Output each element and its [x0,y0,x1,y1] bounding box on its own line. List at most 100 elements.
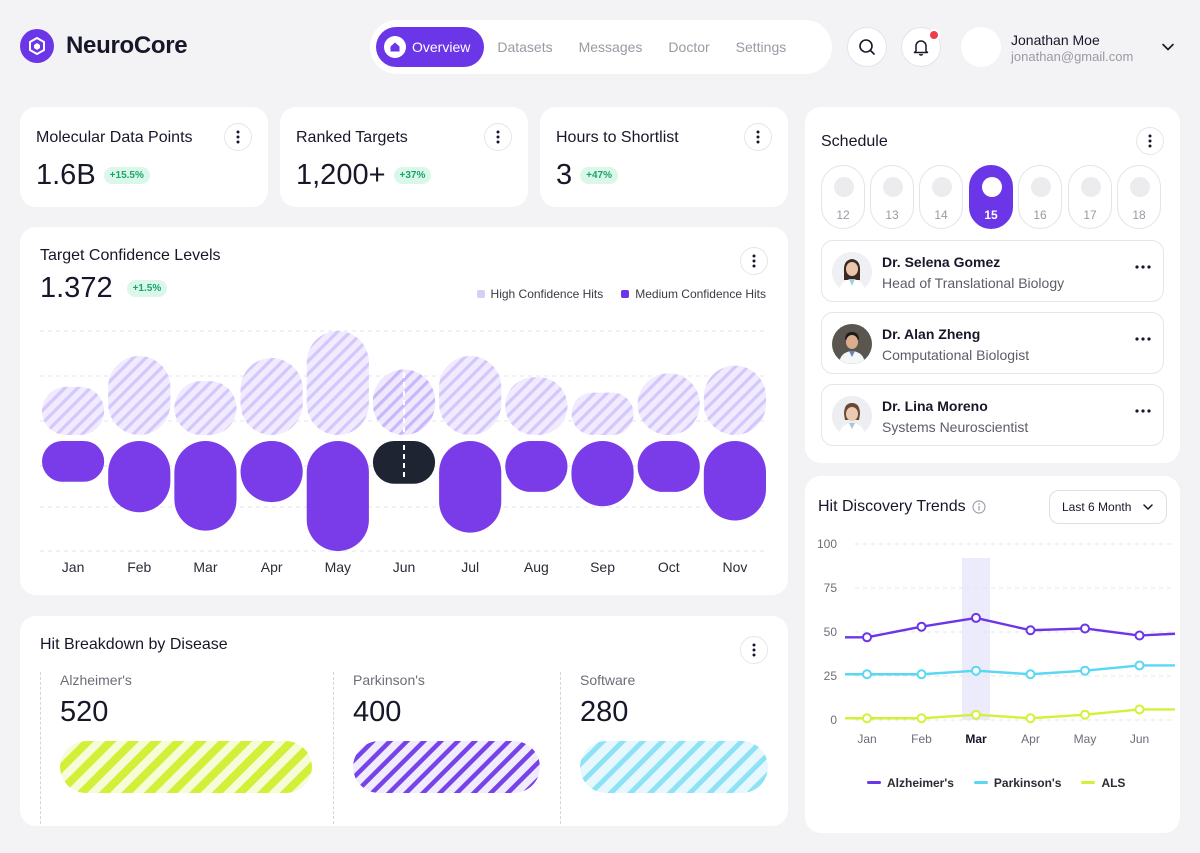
bar-medium-sep[interactable] [571,441,634,507]
more-horizontal-icon[interactable] [1135,265,1151,269]
data-point[interactable] [1025,713,1036,724]
chevron-down-icon[interactable] [1161,40,1175,54]
more-button[interactable] [740,247,768,275]
legend-item-parkinsons[interactable]: Parkinson's [973,776,1061,790]
bar-medium-jul[interactable] [439,441,502,533]
more-button[interactable] [224,123,252,151]
home-icon [384,36,406,58]
x-tick-label: Apr [261,559,283,575]
doctor-row[interactable]: Dr. Lina Moreno Systems Neuroscientist [821,384,1164,446]
data-point[interactable] [1025,669,1036,680]
bar-high-aug[interactable] [505,377,568,435]
data-point[interactable] [971,709,981,720]
stat-card-targets: Ranked Targets 1,200+ +37% [280,107,528,207]
bar-medium-may[interactable] [306,441,369,551]
breakdown-label: Alzheimer's [60,672,132,688]
day-16[interactable]: 16 [1018,165,1062,229]
bar-medium-apr[interactable] [240,441,303,503]
search-button[interactable] [847,27,887,67]
legend-item-alzheimers[interactable]: Alzheimer's [867,776,954,790]
breakdown-bar [353,741,540,793]
data-point[interactable] [916,621,927,632]
brand-logo[interactable]: NeuroCore [20,29,188,63]
data-point[interactable] [862,713,872,724]
bar-high-oct[interactable] [637,373,700,435]
data-point[interactable] [862,632,872,643]
doctor-role: Computational Biologist [882,347,1030,363]
bar-medium-aug[interactable] [505,441,568,492]
breakdown-label: Parkinson's [353,672,425,688]
breakdown-item-alzheimers[interactable]: Alzheimer's 520 [60,672,312,822]
breakdown-bar [60,741,312,793]
data-point[interactable] [1134,630,1145,641]
bar-medium-nov[interactable] [703,441,766,521]
bar-high-may[interactable] [306,331,369,435]
day-17[interactable]: 17 [1068,165,1112,229]
more-button[interactable] [740,636,768,664]
data-point[interactable] [1134,704,1145,715]
bar-high-apr[interactable] [240,357,303,435]
user-avatar[interactable] [961,27,1001,67]
data-point[interactable] [971,665,981,676]
more-horizontal-icon[interactable] [1135,409,1151,413]
bar-medium-mar[interactable] [174,441,237,531]
legend-item-high[interactable]: High Confidence Hits [476,287,603,301]
doctor-row[interactable]: Dr. Selena Gomez Head of Translational B… [821,240,1164,302]
chevron-down-icon [1143,504,1153,510]
more-horizontal-icon[interactable] [1135,337,1151,341]
day-14[interactable]: 14 [919,165,963,229]
divider [560,672,561,824]
nav-datasets[interactable]: Datasets [497,39,553,55]
bar-medium-oct[interactable] [637,441,700,492]
nav-overview[interactable]: Overview [376,27,485,67]
day-15[interactable]: 15 [969,165,1013,229]
breakdown-item-parkinsons[interactable]: Parkinson's 400 [353,672,540,822]
more-button[interactable] [1136,127,1164,155]
bar-high-jul[interactable] [439,356,502,435]
data-point[interactable] [1134,660,1145,671]
bar-medium-jan[interactable] [42,441,105,482]
info-icon[interactable] [971,500,986,514]
day-12[interactable]: 12 [821,165,865,229]
stat-value-row: 1.6B +15.5% [36,159,150,192]
day-13[interactable]: 13 [870,165,914,229]
bar-medium-jun[interactable] [372,441,436,484]
data-point[interactable] [1080,623,1090,634]
doctor-row[interactable]: Dr. Alan Zheng Computational Biologist [821,312,1164,374]
bar-high-feb[interactable] [108,356,171,435]
x-tick-label: Apr [1021,732,1040,746]
bell-icon [913,40,929,56]
more-button[interactable] [484,123,512,151]
period-select[interactable]: Last 6 Month [1049,490,1167,524]
legend-item-als[interactable]: ALS [1081,776,1125,790]
legend-item-medium[interactable]: Medium Confidence Hits [621,287,766,301]
trend-legend: Alzheimer's Parkinson's ALS [867,776,1125,790]
data-point[interactable] [916,669,927,680]
confidence-card: Target Confidence Levels 1.372 +1.5% Hig… [20,227,788,595]
card-title: Schedule [821,133,888,150]
data-point[interactable] [1025,625,1036,636]
series-line [845,708,1175,720]
bar-high-nov[interactable] [703,365,766,435]
notifications-button[interactable] [901,27,941,67]
x-tick-label: Nov [722,559,747,575]
breakdown-item-software[interactable]: Software 280 [580,672,768,822]
y-tick-label: 25 [824,669,838,683]
data-point[interactable] [916,713,927,724]
data-point[interactable] [1080,665,1090,676]
bar-high-sep[interactable] [571,392,634,435]
bar-medium-feb[interactable] [108,441,171,513]
more-vertical-icon [496,130,500,144]
bar-high-mar[interactable] [174,381,237,435]
more-button[interactable] [744,123,772,151]
nav-messages[interactable]: Messages [578,39,643,55]
data-point[interactable] [862,669,872,680]
data-point[interactable] [1080,709,1090,720]
x-tick-label: Mar [965,732,987,746]
day-18[interactable]: 18 [1117,165,1161,229]
bar-high-jan[interactable] [42,386,105,435]
user-email: jonathan@gmail.com [1011,49,1134,64]
data-point[interactable] [971,612,981,623]
nav-settings[interactable]: Settings [735,39,787,55]
nav-doctor[interactable]: Doctor [668,39,710,55]
